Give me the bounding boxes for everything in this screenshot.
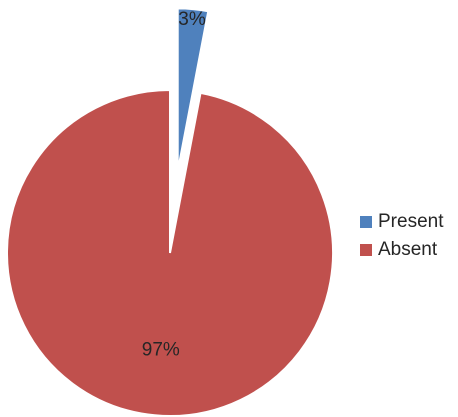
legend-item-absent: Absent (360, 236, 443, 264)
data-label-absent: 97% (142, 340, 180, 361)
pie-slice-present (176, 7, 210, 172)
legend-label-present: Present (378, 211, 444, 232)
legend-swatch-absent (360, 244, 372, 256)
pie-slices (6, 7, 334, 417)
data-label-present: 3% (178, 9, 206, 30)
legend-label-absent: Absent (378, 239, 438, 260)
pie-slice-absent (6, 88, 334, 417)
legend: Present Absent (360, 208, 443, 264)
legend-item-present: Present (360, 208, 443, 236)
pie-labels: 3% 97% (142, 9, 206, 361)
legend-swatch-present (360, 216, 372, 228)
